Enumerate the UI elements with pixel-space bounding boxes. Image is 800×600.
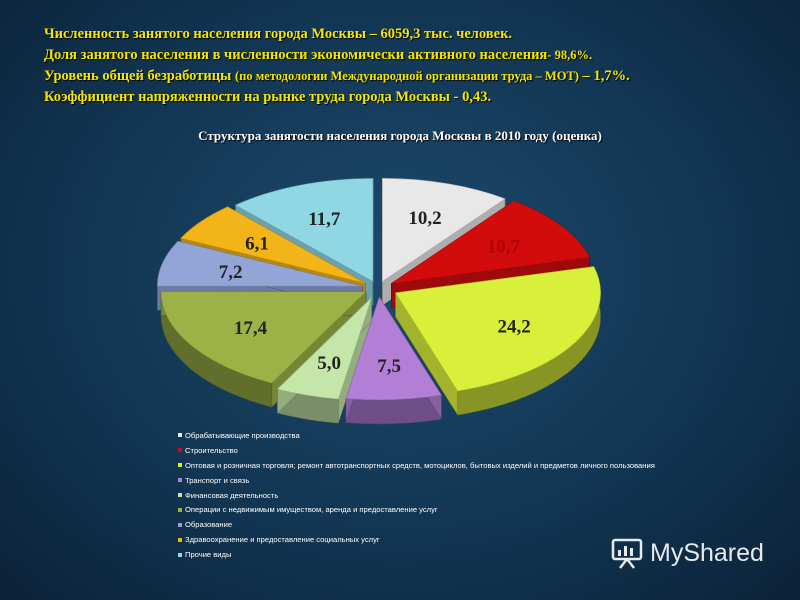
- legend-label: Строительство: [185, 445, 238, 455]
- slice-data-label: 7,5: [377, 356, 401, 377]
- pie-slice: [395, 266, 601, 416]
- slice-data-label: 11,7: [308, 209, 341, 230]
- slice-data-label: 24,2: [497, 317, 530, 338]
- legend-swatch: [178, 448, 182, 453]
- legend-label: Транспорт и связь: [185, 475, 250, 485]
- legend-swatch: [178, 522, 182, 527]
- legend-swatch: [178, 493, 182, 497]
- legend-item: Здравоохранение и предоставление социаль…: [178, 532, 778, 547]
- legend-swatch: [178, 463, 182, 468]
- legend-label: Здравоохранение и предоставление социаль…: [185, 535, 380, 545]
- legend-item: Прочие виды: [178, 547, 778, 562]
- legend-item: Финансовая деятельность: [178, 488, 778, 503]
- employed-population-line: Численность занятого населения города Мо…: [44, 26, 513, 42]
- legend-item: Оптовая и розничная торговля; ремонт авт…: [178, 458, 778, 473]
- legend-label: Образование: [185, 520, 233, 530]
- slice-data-label: 6,1: [245, 233, 269, 254]
- legend-label: Оптовая и розничная торговля; ремонт авт…: [185, 460, 655, 470]
- legend-swatch: [178, 537, 182, 542]
- chart-title: Структура занятости населения города Мос…: [198, 128, 602, 143]
- brand-name: MyShared: [650, 538, 764, 567]
- legend-label: Операции с недвижимым имуществом, аренда…: [185, 505, 438, 515]
- summary-header: Численность занятого населения города Мо…: [44, 24, 784, 108]
- legend-item: Обрабатывающие производства: [178, 428, 778, 443]
- slice-data-label: 10,7: [487, 237, 521, 258]
- legend-swatch: [178, 552, 182, 557]
- presentation-board-icon: [611, 538, 643, 569]
- legend-item: Образование: [178, 517, 778, 532]
- legend-label: Финансовая деятельность: [185, 490, 279, 500]
- legend-item: Строительство: [178, 443, 778, 458]
- legend-swatch: [178, 433, 182, 438]
- legend-item: Операции с недвижимым имуществом, аренда…: [178, 502, 778, 517]
- slice-data-label: 10,2: [408, 208, 441, 229]
- pie-slice: [276, 296, 372, 424]
- unemployment-line: Уровень общей безработицы (по методологи…: [44, 68, 630, 84]
- legend-label: Обрабатывающие производства: [185, 430, 300, 440]
- slice-data-label: 7,2: [219, 262, 243, 283]
- legend-label: Прочие виды: [185, 550, 232, 560]
- brand-logo: MyShared: [610, 536, 764, 570]
- slice-data-label: 17,4: [234, 318, 268, 339]
- chart-legend: Обрабатывающие производства Строительство…: [178, 428, 778, 562]
- legend-swatch: [178, 478, 182, 483]
- legend-swatch: [178, 507, 182, 512]
- pie-slice: [345, 296, 442, 425]
- employment-share-line: Доля занятого населения в численности эк…: [44, 47, 593, 63]
- legend-item: Транспорт и связь: [178, 473, 778, 488]
- tension-coefficient-line: Коэффициент напряженности на рынке труда…: [44, 89, 492, 105]
- slice-data-label: 5,0: [317, 353, 341, 374]
